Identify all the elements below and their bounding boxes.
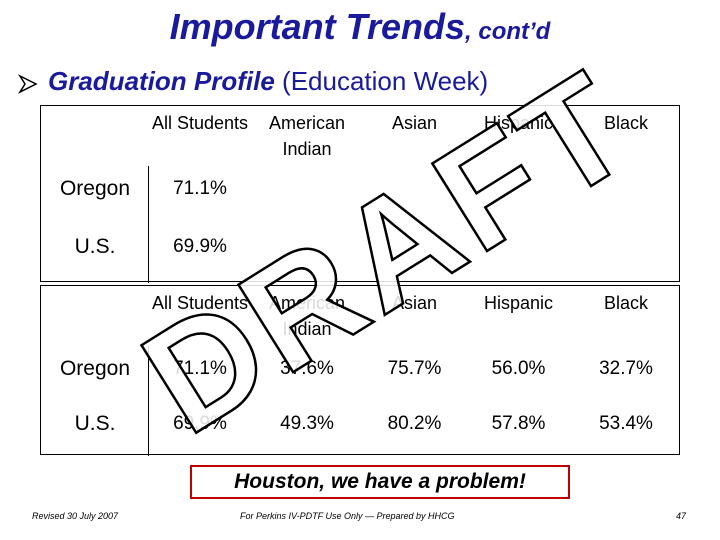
table-cell: 32.7%	[599, 357, 653, 379]
table-cell: 75.7%	[387, 357, 442, 379]
column-header: All Students	[151, 293, 249, 313]
table-cell: 69.9%	[173, 412, 227, 434]
table-cell: 37.6%	[280, 357, 334, 379]
callout: Houston, we have a problem!	[190, 465, 570, 499]
column-header: Black	[603, 113, 648, 133]
footer-note: For Perkins IV-PDTF Use Only — Prepared …	[240, 511, 455, 521]
title: Important Trends, cont’d	[0, 6, 720, 48]
row-label: Oregon	[59, 176, 131, 200]
table-cell: 57.8%	[491, 412, 546, 434]
bullet: Graduation Profile (Education Week)	[48, 66, 488, 97]
table: All Students American Indian Asian Hispanic…	[40, 285, 680, 456]
table: All Students American Indian Asian Hispanic…	[40, 105, 680, 283]
table-cell: 53.4%	[599, 412, 653, 434]
table-cell: 49.3%	[280, 412, 334, 434]
column-header: Asian	[391, 113, 438, 133]
table-cell: 71.1%	[173, 177, 227, 199]
column-header: Hispanic	[483, 113, 554, 133]
column-divider	[148, 166, 149, 283]
title-suffix: , cont’d	[465, 18, 551, 45]
bullet-arrow	[18, 74, 38, 94]
footer-revised: Revised 30 July 2007	[32, 511, 119, 521]
row-label: U.S.	[74, 235, 116, 258]
column-header: Black	[603, 293, 648, 313]
column-header: American Indian	[268, 113, 346, 159]
table-cell: 56.0%	[491, 357, 546, 379]
column-header: All Students	[151, 113, 249, 133]
table-cell: 80.2%	[387, 412, 442, 434]
column-header: Asian	[391, 293, 438, 313]
column-header: Hispanic	[483, 293, 554, 313]
title-main: Important Trends	[169, 6, 466, 47]
bullet-rest: (Education Week)	[282, 66, 489, 96]
column-divider	[148, 346, 149, 456]
bullet-bold: Graduation Profile	[48, 66, 275, 96]
row-label: U.S.	[74, 411, 116, 435]
page-number: 47	[676, 511, 687, 521]
row-label: Oregon	[59, 356, 131, 380]
column-header: American Indian	[268, 293, 346, 339]
table-cell: 69.9%	[173, 236, 227, 257]
table-cell: 71.1%	[173, 357, 227, 379]
watermark: DRAFT	[116, 37, 661, 465]
